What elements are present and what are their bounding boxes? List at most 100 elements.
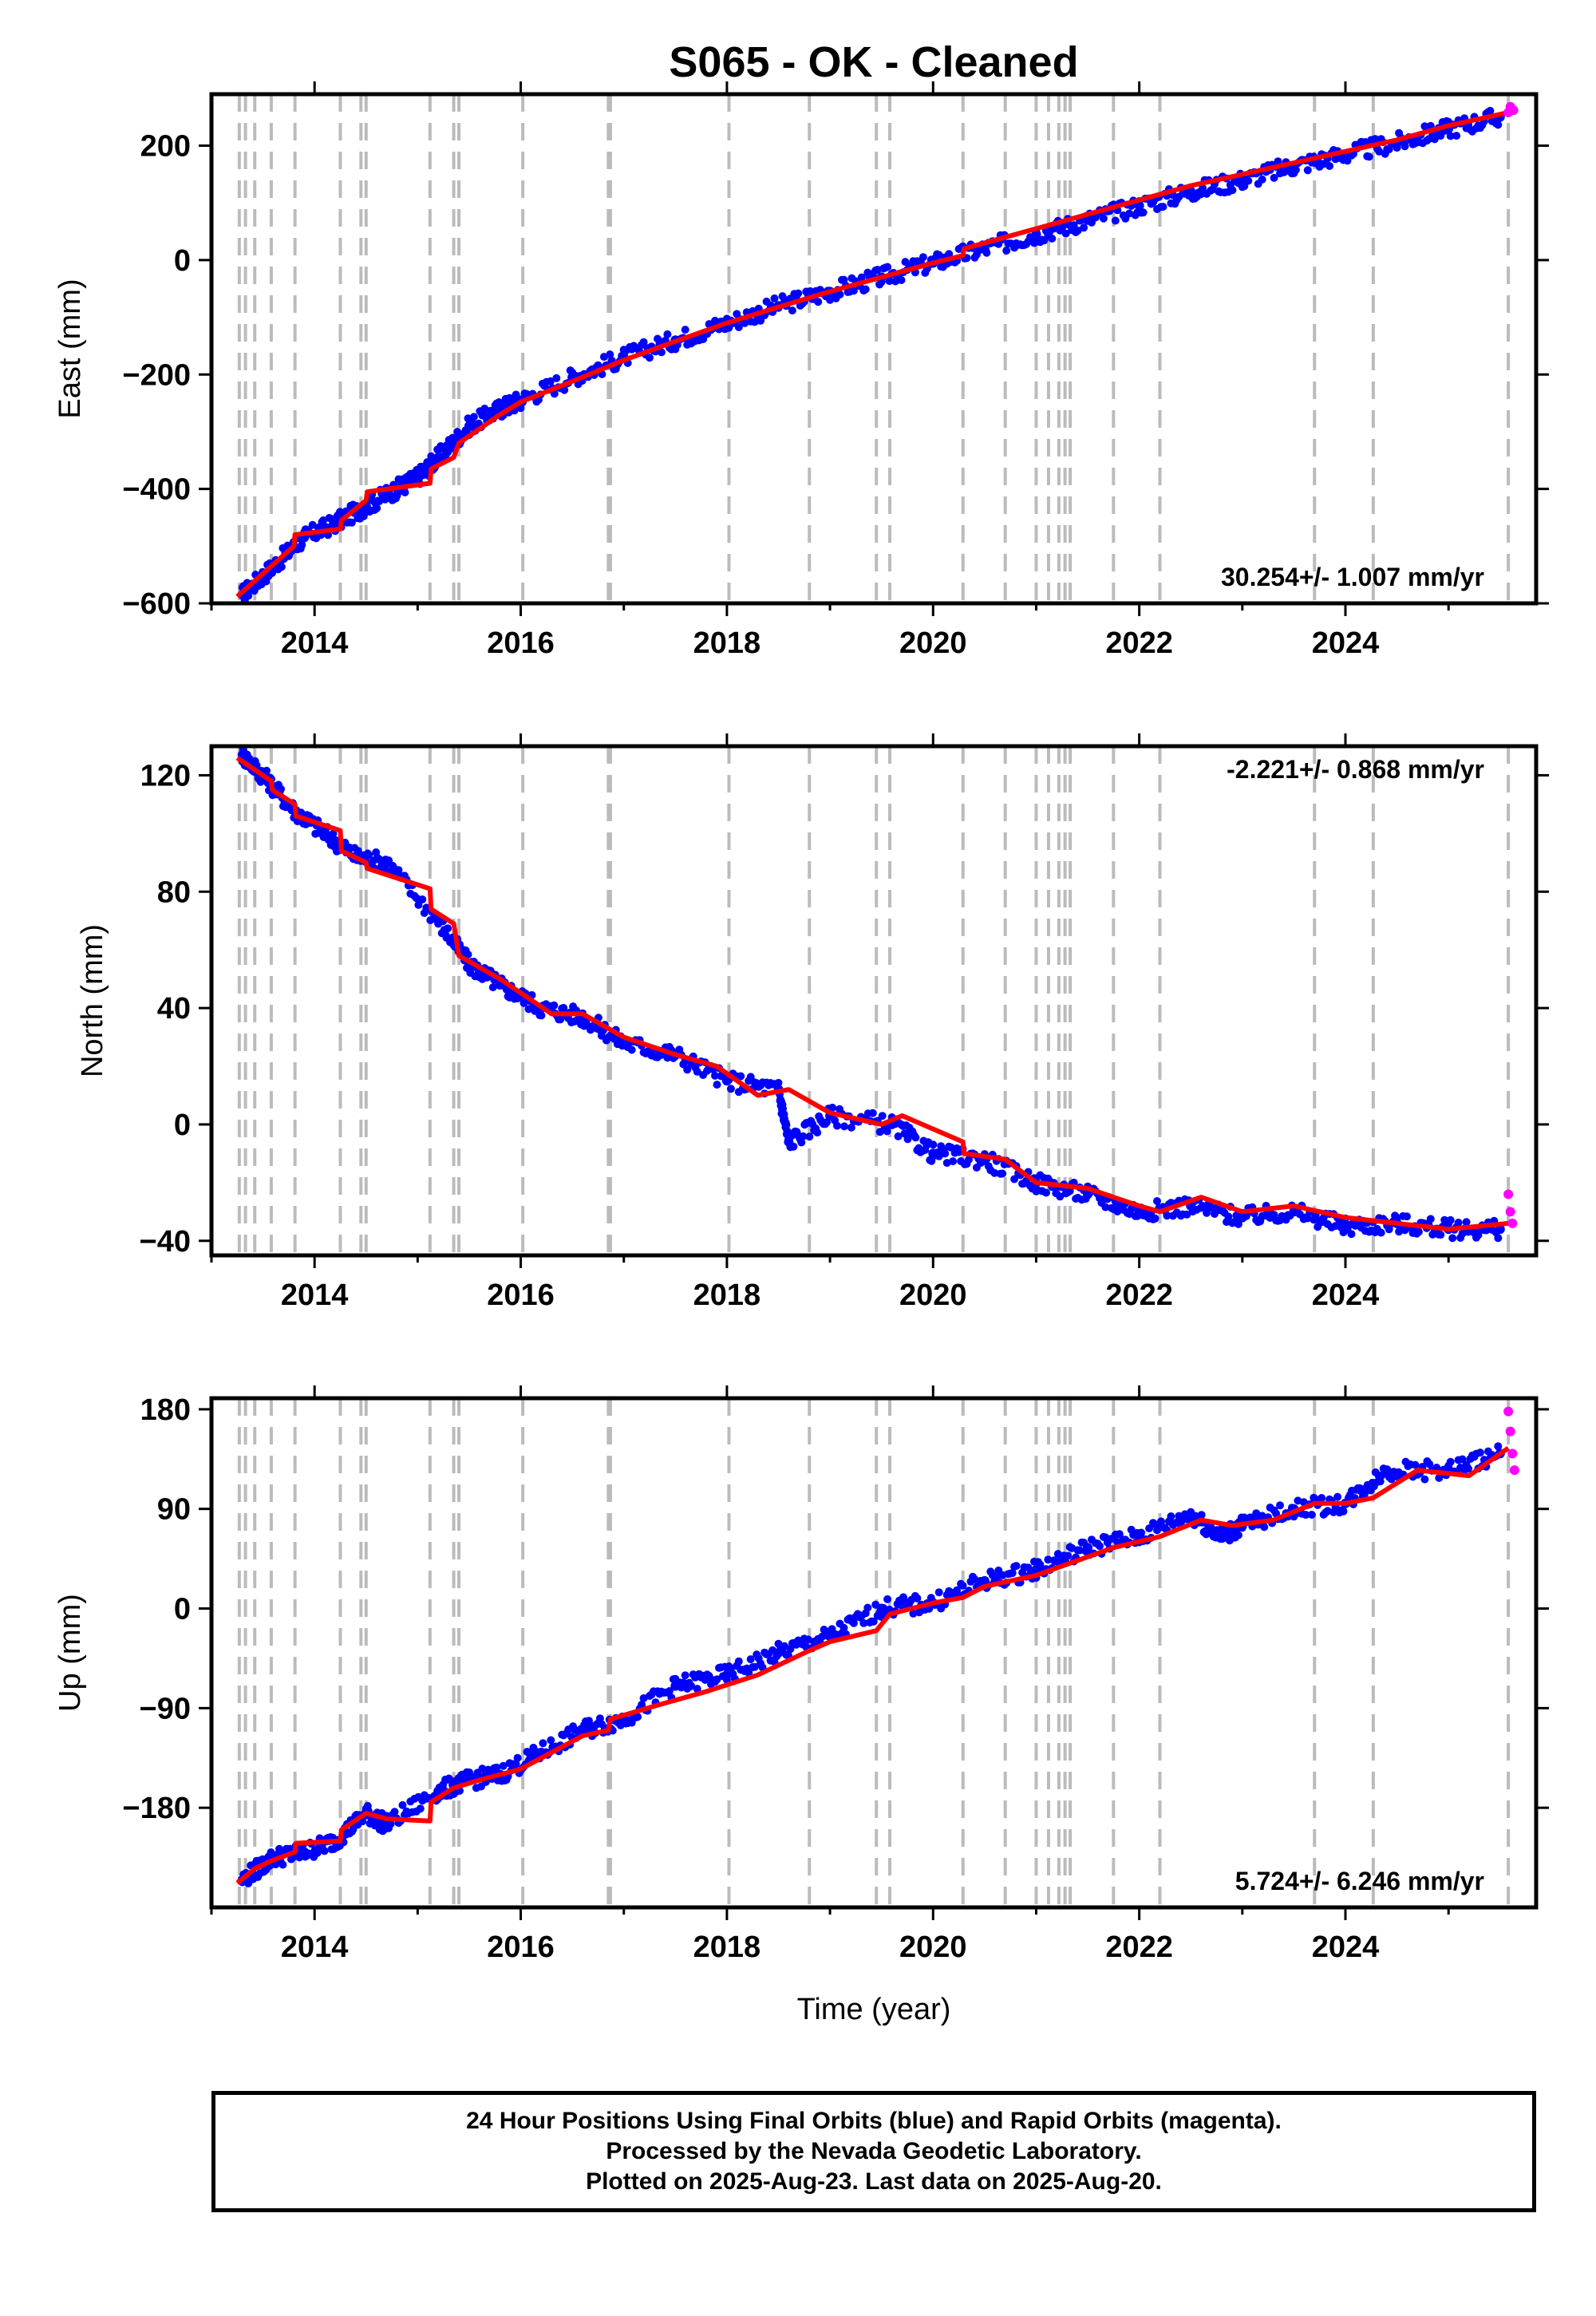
final-orbit-point: [394, 866, 403, 875]
final-orbit-point: [857, 273, 866, 282]
footer-info-box: 24 Hour Positions Using Final Orbits (bl…: [211, 2091, 1536, 2212]
final-orbit-point: [1414, 1227, 1423, 1236]
final-orbit-point: [329, 829, 338, 838]
final-orbit-point: [1458, 1455, 1467, 1464]
final-orbit-point: [1073, 226, 1082, 235]
final-orbit-point: [277, 563, 286, 571]
final-orbit-point: [693, 1067, 701, 1076]
final-orbit-point: [663, 1053, 672, 1062]
final-orbit-point: [1139, 208, 1148, 217]
y-tick-label: 0: [174, 1109, 191, 1142]
final-orbit-point: [319, 516, 328, 524]
final-orbit-point: [381, 857, 392, 868]
final-orbit-point: [1099, 214, 1108, 223]
final-orbit-point: [277, 785, 285, 793]
final-orbit-point: [1125, 209, 1134, 218]
final-orbit-point: [876, 1603, 887, 1614]
final-orbit-point: [713, 1081, 721, 1089]
final-orbit-point: [1446, 1457, 1455, 1466]
final-orbit-point: [894, 1132, 903, 1140]
final-orbit-point: [1339, 1507, 1348, 1516]
x-tick-label: 2014: [281, 1279, 349, 1312]
final-orbit-points: [237, 1442, 1505, 1887]
final-orbit-point: [839, 1623, 848, 1632]
panel-frame: [209, 92, 1539, 606]
final-orbit-point: [373, 504, 381, 512]
final-orbit-point: [773, 1648, 784, 1658]
y-tick-label: −400: [122, 473, 191, 507]
final-orbit-point: [365, 851, 373, 860]
final-orbit-point: [1302, 1511, 1310, 1520]
final-orbit-point: [1111, 216, 1120, 225]
final-orbit-point: [537, 1011, 546, 1020]
final-orbit-point: [794, 289, 803, 298]
final-orbit-point: [903, 1135, 912, 1144]
final-orbit-point: [670, 1681, 681, 1691]
x-tick-label: 2022: [1105, 626, 1173, 660]
final-orbit-point: [941, 1149, 950, 1158]
x-axis-title: Time (year): [797, 1993, 951, 2026]
y-tick-label: 200: [140, 130, 191, 164]
final-orbit-point: [1199, 184, 1207, 192]
x-tick-label: 2016: [487, 1279, 555, 1312]
final-orbit-point: [1061, 229, 1070, 238]
final-orbit-point: [883, 263, 892, 271]
final-orbit-point: [1411, 1460, 1420, 1469]
y-tick-label: 120: [140, 759, 191, 792]
final-orbit-point: [478, 1765, 487, 1773]
final-orbit-point: [998, 1169, 1007, 1178]
rapid-orbit-point: [1505, 1207, 1515, 1217]
final-orbit-point: [330, 518, 341, 528]
final-orbit-point: [897, 276, 906, 284]
figure-title: S065 - OK - Cleaned: [669, 38, 1078, 86]
final-orbit-point: [734, 323, 743, 331]
final-orbit-point: [1197, 1511, 1206, 1520]
final-orbit-point: [1064, 1551, 1073, 1560]
y-axis-title: East (mm): [53, 279, 87, 418]
final-orbit-point: [998, 1571, 1007, 1579]
final-orbit-point: [433, 453, 444, 463]
final-orbit-point: [1101, 1203, 1110, 1211]
final-orbit-point: [784, 1136, 794, 1147]
final-orbit-point: [464, 421, 474, 431]
final-orbit-point: [499, 1761, 508, 1770]
final-orbit-point: [1115, 1530, 1124, 1539]
model-fit-line: [235, 109, 1509, 599]
final-orbit-point: [833, 1121, 841, 1130]
final-orbit-point: [1159, 203, 1167, 211]
rapid-orbit-point: [1507, 1218, 1518, 1228]
final-orbit-point: [1183, 1210, 1191, 1219]
final-orbit-point: [909, 1609, 918, 1618]
panel-east: 2014 2016 2018 2020 2022 2024 −600 −400 −200 0 200…: [53, 81, 1549, 660]
final-orbit-point: [979, 1575, 990, 1586]
final-orbit-point: [836, 290, 844, 298]
final-orbit-point: [946, 1143, 955, 1152]
final-orbit-point: [1420, 122, 1429, 131]
final-orbit-point: [1436, 1231, 1445, 1239]
final-orbit-point: [1317, 1494, 1326, 1502]
final-orbit-point: [1228, 186, 1237, 195]
y-tick-label: 90: [157, 1493, 191, 1527]
x-tick-label: 2024: [1312, 626, 1380, 660]
final-orbit-point: [299, 1847, 310, 1857]
final-orbit-point: [444, 924, 452, 933]
final-orbit-point: [1056, 1192, 1065, 1201]
final-orbit-point: [513, 1753, 522, 1762]
final-orbit-point: [1048, 234, 1057, 243]
final-orbit-point: [1080, 223, 1088, 232]
y-tick-label: 180: [140, 1393, 191, 1427]
final-orbit-point: [1196, 190, 1205, 199]
y-tick-label: 0: [174, 1593, 191, 1626]
final-orbit-point: [1044, 1555, 1053, 1564]
rate-annotation: 30.254+/- 1.007 mm/yr: [1221, 563, 1484, 591]
event-lines: [237, 94, 1511, 603]
final-orbit-point: [1474, 1231, 1483, 1239]
final-orbit-point: [552, 373, 561, 382]
final-orbit-point: [480, 405, 489, 413]
final-orbit-point: [774, 1078, 783, 1087]
rate-annotation: 5.724+/- 6.246 mm/yr: [1235, 1867, 1484, 1895]
final-orbit-point: [788, 306, 796, 315]
y-axis-title: North (mm): [76, 924, 109, 1077]
final-orbit-point: [1385, 145, 1393, 154]
final-orbit-point: [1426, 1215, 1435, 1223]
